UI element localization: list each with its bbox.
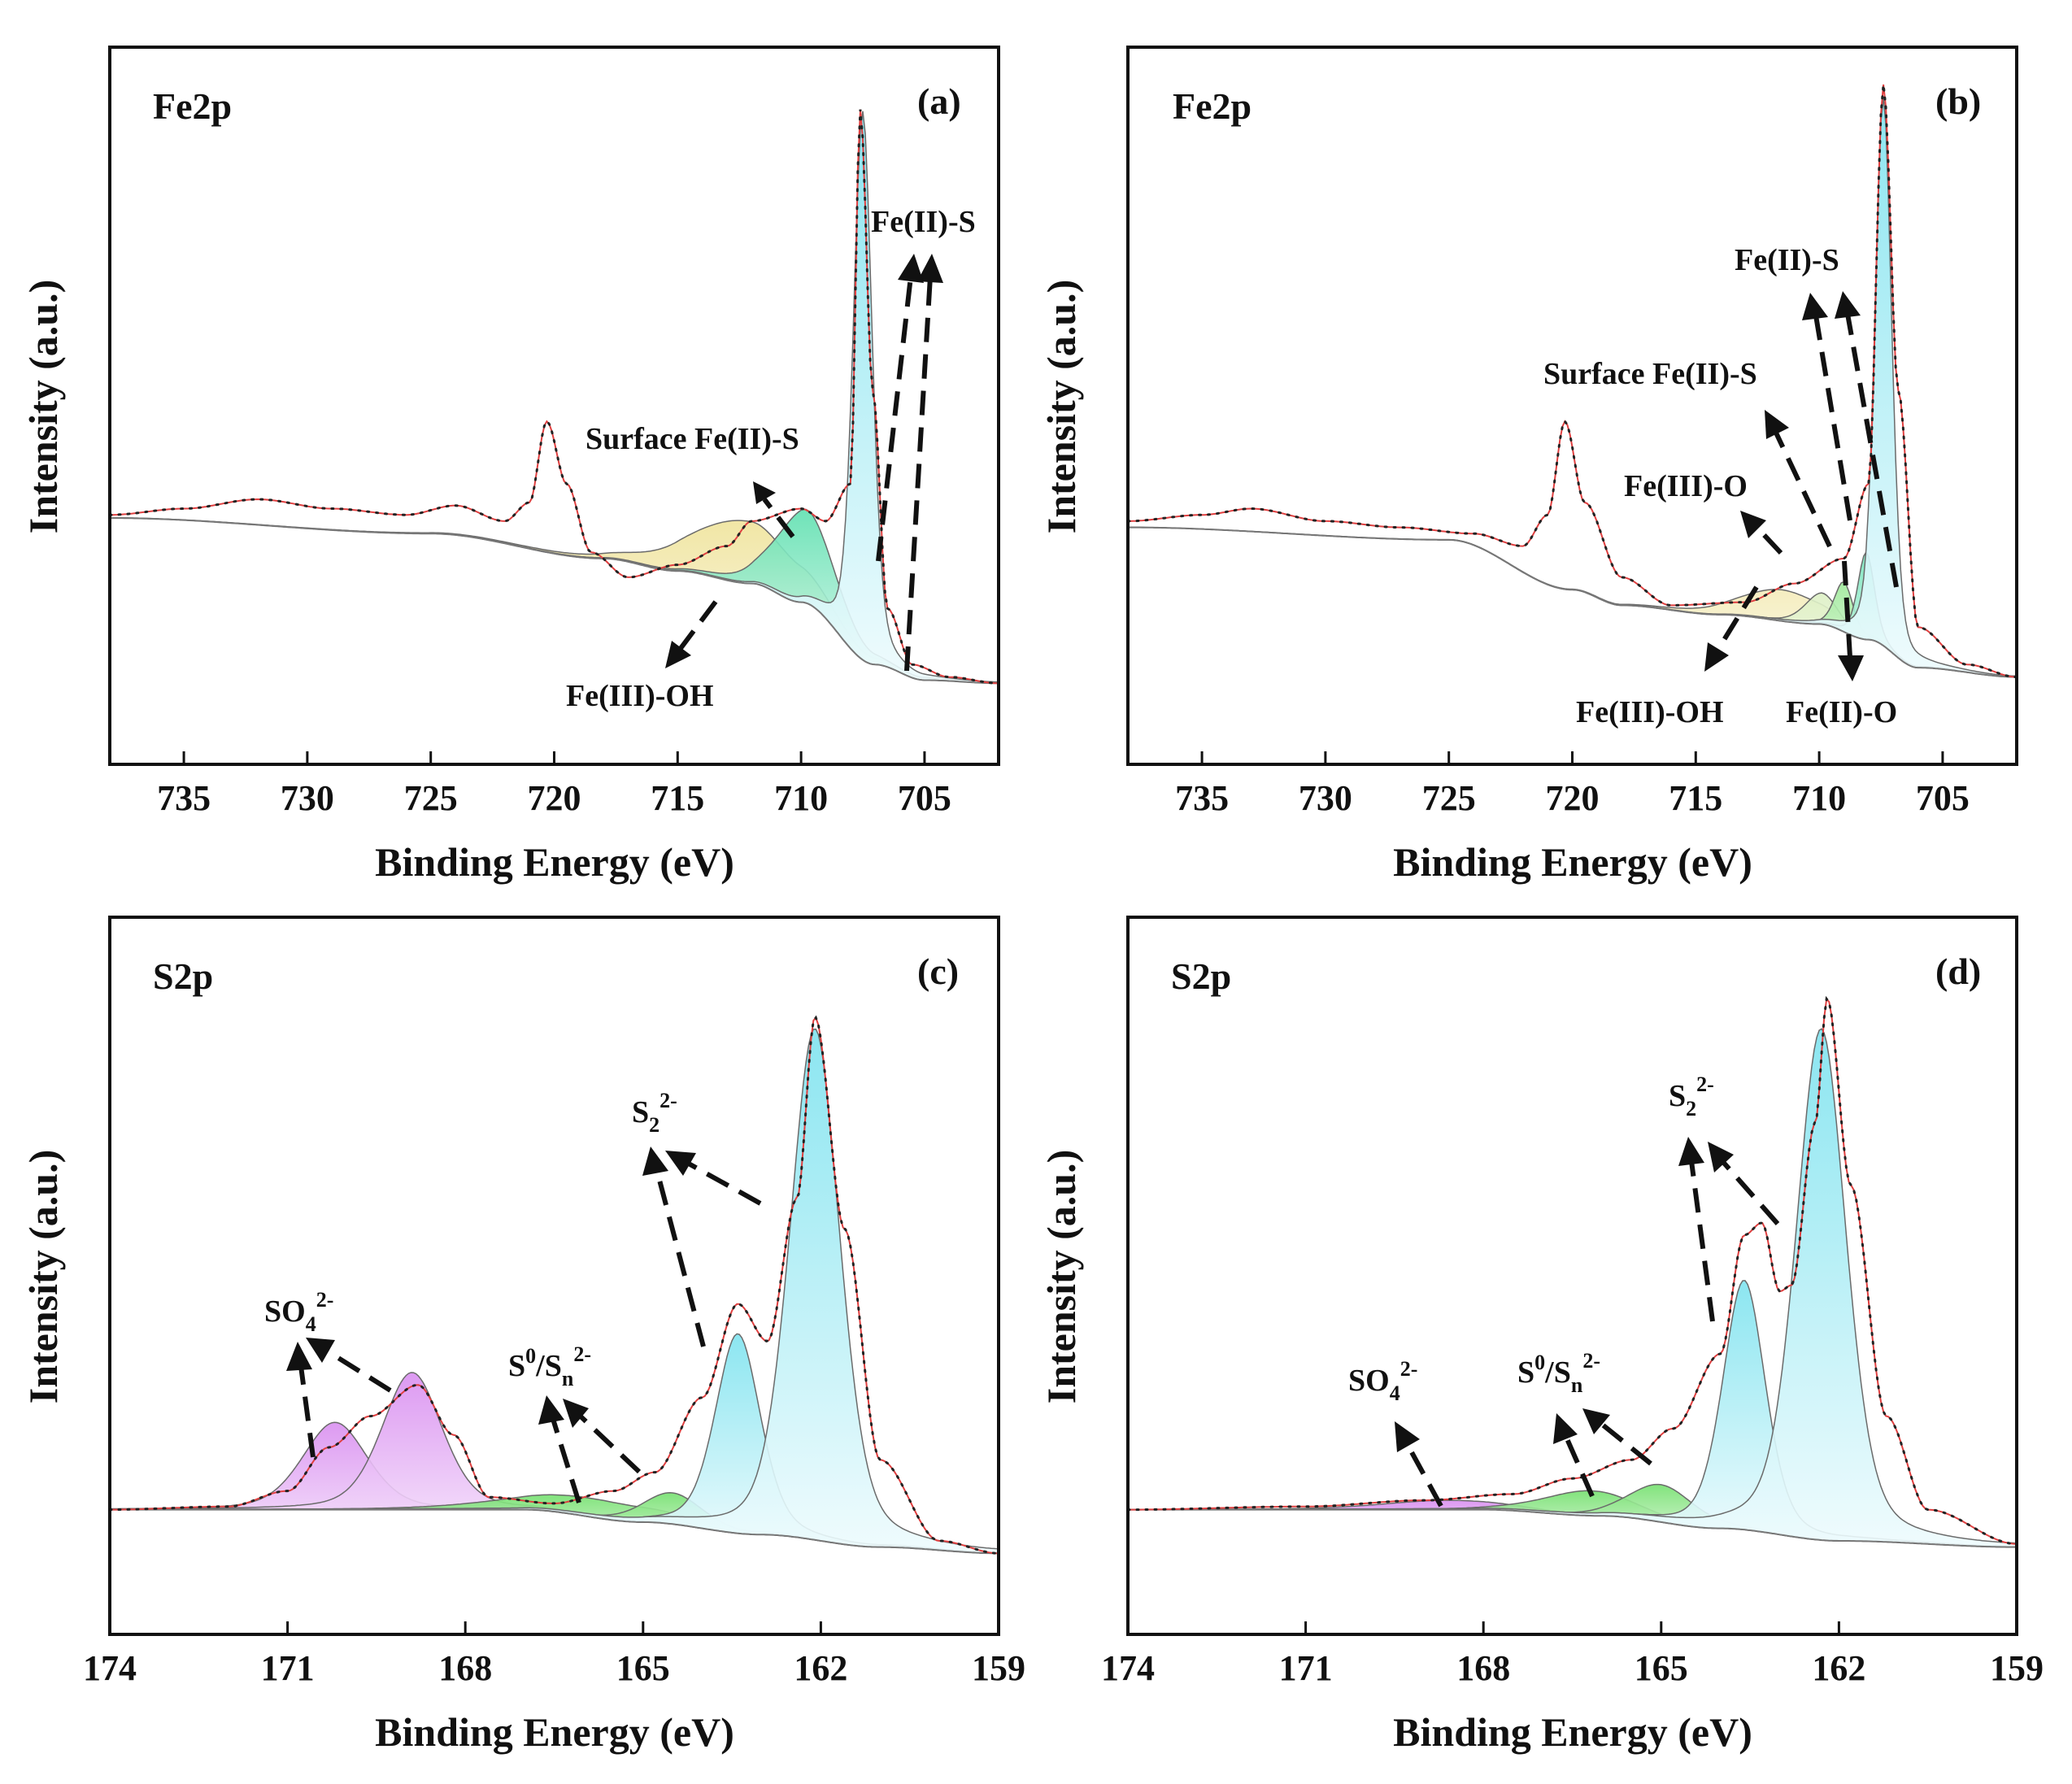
panel-d-xlabel: Binding Energy (eV) — [1393, 1709, 1752, 1755]
panel-c-xlabel: Binding Energy (eV) — [375, 1709, 734, 1755]
panel-d-title: S2p — [1171, 955, 1231, 997]
annotation-b-fe2-o: Fe(II)-O — [1786, 695, 1897, 729]
x-tick-label: 165 — [616, 1648, 670, 1688]
panel-b: 735 730 725 720 715 710 705 Fe2p (b) Intensity… — [1038, 46, 2018, 885]
x-tick-label: 735 — [1175, 778, 1229, 818]
x-tick-label: 730 — [1299, 778, 1352, 818]
panel-c-arrows — [286, 1147, 762, 1503]
annotation-c-s2: S22- — [632, 1089, 677, 1137]
panel-b-xlabel: Binding Energy (eV) — [1393, 839, 1752, 885]
panel-c-xticks: 174 171 168 165 162 159 — [83, 1621, 1025, 1688]
panel-b-ylabel: Intensity (a.u.) — [1038, 280, 1084, 534]
annotation-b-fe3-oh: Fe(III)-OH — [1576, 695, 1724, 729]
annotation-c-so4: SO42- — [264, 1288, 333, 1336]
raw-data-points-d — [1126, 995, 2018, 1546]
x-tick-label: 159 — [1990, 1648, 2044, 1688]
panel-a-plot — [108, 109, 1000, 685]
panel-a-ylabel: Intensity (a.u.) — [20, 280, 66, 534]
annotation-d-so4: SO42- — [1348, 1357, 1417, 1405]
panel-a-arrows — [665, 254, 943, 672]
background-line-b — [1128, 526, 2017, 678]
annotation-d-s0-sn: S0/Sn2- — [1517, 1349, 1600, 1397]
x-tick-label: 715 — [1669, 778, 1722, 818]
background-line-d — [1128, 1508, 2017, 1548]
x-tick-label: 165 — [1635, 1648, 1688, 1688]
x-tick-label: 720 — [1546, 778, 1600, 818]
raw-data-points-a — [108, 109, 1000, 685]
x-tick-label: 705 — [1916, 778, 1970, 818]
envelope-line-d — [1128, 997, 2018, 1545]
panel-d-xticks: 174 171 168 165 162 159 — [1101, 1621, 2044, 1688]
panel-d-frame — [1126, 916, 2018, 1636]
panel-c-frame — [108, 916, 1000, 1636]
annotation-b-fe3-o: Fe(III)-O — [1624, 469, 1748, 503]
background-line-c — [110, 1508, 999, 1555]
panel-b-title: Fe2p — [1173, 85, 1251, 127]
annotation-b-surface-fe2-s: Surface Fe(II)-S — [1543, 357, 1757, 391]
raw-data-points-c — [108, 1015, 1000, 1555]
x-tick-label: 174 — [1101, 1648, 1155, 1688]
panel-b-letter: (b) — [1935, 80, 1981, 122]
panel-d-arrows — [1395, 1137, 1780, 1508]
x-tick-label: 735 — [157, 778, 211, 818]
x-tick-label: 171 — [1279, 1648, 1333, 1688]
raw-data-points-b — [1126, 84, 2018, 679]
panel-d: 174 171 168 165 162 159 S2p (d) Intensity (a.… — [1038, 916, 2044, 1755]
x-tick-label: 159 — [972, 1648, 1025, 1688]
panel-c-plot — [108, 1015, 1000, 1555]
x-tick-label: 168 — [438, 1648, 492, 1688]
x-tick-label: 162 — [1812, 1648, 1865, 1688]
x-tick-label: 174 — [83, 1648, 137, 1688]
panel-a-xlabel: Binding Energy (eV) — [375, 839, 734, 885]
panel-a-letter: (a) — [917, 80, 961, 122]
panel-c-title: S2p — [153, 955, 213, 997]
panel-c: 174 171 168 165 162 159 S2p (c) Intensity (a.… — [20, 916, 1025, 1755]
panel-a: 735 730 725 720 715 710 705 Fe2p (a) Intensity… — [20, 46, 1000, 885]
x-tick-label: 710 — [1792, 778, 1846, 818]
panel-a-title: Fe2p — [153, 85, 232, 127]
panel-a-xticks: 735 730 725 720 715 710 705 — [157, 751, 951, 818]
component-peak-d-5 — [1127, 1028, 2018, 1548]
x-tick-label: 162 — [794, 1648, 847, 1688]
panel-d-letter: (d) — [1935, 951, 1981, 992]
annotation-fe3-oh: Fe(III)-OH — [566, 679, 714, 713]
x-tick-label: 171 — [261, 1648, 315, 1688]
panel-b-arrows — [1704, 291, 1899, 681]
background-line-a — [110, 517, 999, 685]
x-tick-label: 725 — [1422, 778, 1476, 818]
component-peak-c-6 — [109, 1028, 999, 1555]
annotation-surface-fe2-s: Surface Fe(II)-S — [585, 422, 799, 456]
x-tick-label: 730 — [281, 778, 334, 818]
panel-d-ylabel: Intensity (a.u.) — [1038, 1150, 1084, 1404]
annotation-c-s0-sn: S0/Sn2- — [508, 1342, 591, 1390]
panel-c-letter: (c) — [917, 951, 959, 992]
annotation-d-s2: S22- — [1669, 1073, 1714, 1120]
x-tick-label: 710 — [774, 778, 828, 818]
panel-d-plot — [1126, 995, 2018, 1548]
x-tick-label: 715 — [651, 778, 704, 818]
x-tick-label: 725 — [404, 778, 458, 818]
x-tick-label: 720 — [528, 778, 581, 818]
x-tick-label: 705 — [898, 778, 951, 818]
x-tick-label: 168 — [1456, 1648, 1510, 1688]
annotation-fe2-s: Fe(II)-S — [871, 205, 976, 239]
annotation-b-fe2-s: Fe(II)-S — [1735, 243, 1839, 277]
panel-c-ylabel: Intensity (a.u.) — [20, 1150, 66, 1404]
panel-b-xticks: 735 730 725 720 715 710 705 — [1175, 751, 1970, 818]
